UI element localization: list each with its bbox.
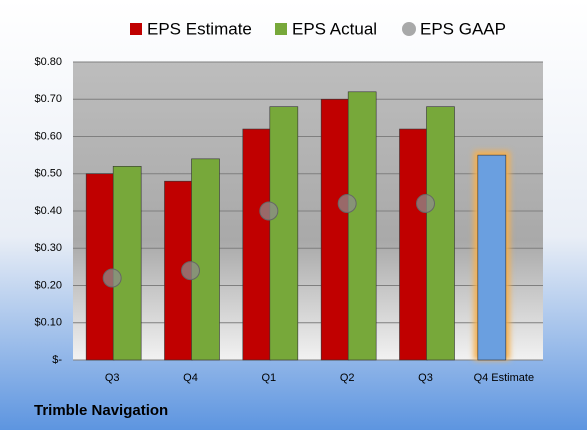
bar bbox=[477, 154, 507, 361]
legend: EPS Estimate EPS Actual EPS GAAP bbox=[130, 19, 506, 38]
footer: Trimble Navigation bbox=[34, 402, 168, 419]
gaap-marker bbox=[259, 201, 279, 221]
gaap-marker bbox=[181, 261, 200, 281]
y-tick-label: $0.60 bbox=[34, 130, 62, 142]
gaap-marker bbox=[337, 194, 357, 214]
gaap-marker bbox=[416, 194, 435, 214]
legend-label: EPS Actual bbox=[292, 19, 377, 38]
bar bbox=[399, 128, 428, 361]
bar bbox=[191, 158, 220, 361]
bar bbox=[347, 91, 377, 361]
y-tick-label: $0.80 bbox=[34, 56, 62, 68]
x-tick-label: Q4 Estimate bbox=[474, 372, 535, 384]
y-tick-label: $- bbox=[52, 354, 62, 366]
x-tick-label: Q1 bbox=[261, 372, 276, 384]
bar bbox=[112, 166, 142, 361]
x-tick-label: Q3 bbox=[105, 372, 120, 384]
x-tick-label: Q2 bbox=[340, 372, 355, 384]
bar bbox=[426, 106, 455, 361]
y-tick-label: $0.70 bbox=[34, 93, 62, 105]
bar bbox=[242, 128, 272, 361]
y-tick-label: $0.10 bbox=[34, 317, 62, 329]
bar bbox=[269, 106, 299, 361]
legend-label: EPS GAAP bbox=[420, 19, 506, 38]
bar bbox=[320, 98, 350, 361]
gaap-marker bbox=[102, 268, 122, 288]
y-tick-label: $0.20 bbox=[34, 279, 62, 291]
y-tick-label: $0.30 bbox=[34, 242, 62, 254]
x-tick-label: Q4 bbox=[183, 372, 198, 384]
bar bbox=[85, 173, 115, 361]
legend-swatch bbox=[275, 23, 287, 35]
legend-swatch bbox=[402, 22, 416, 36]
y-tick-label: $0.50 bbox=[34, 168, 62, 180]
legend-swatch bbox=[130, 23, 142, 35]
legend-label: EPS Estimate bbox=[147, 19, 252, 38]
y-tick-label: $0.40 bbox=[34, 205, 62, 217]
x-tick-label: Q3 bbox=[418, 372, 433, 384]
